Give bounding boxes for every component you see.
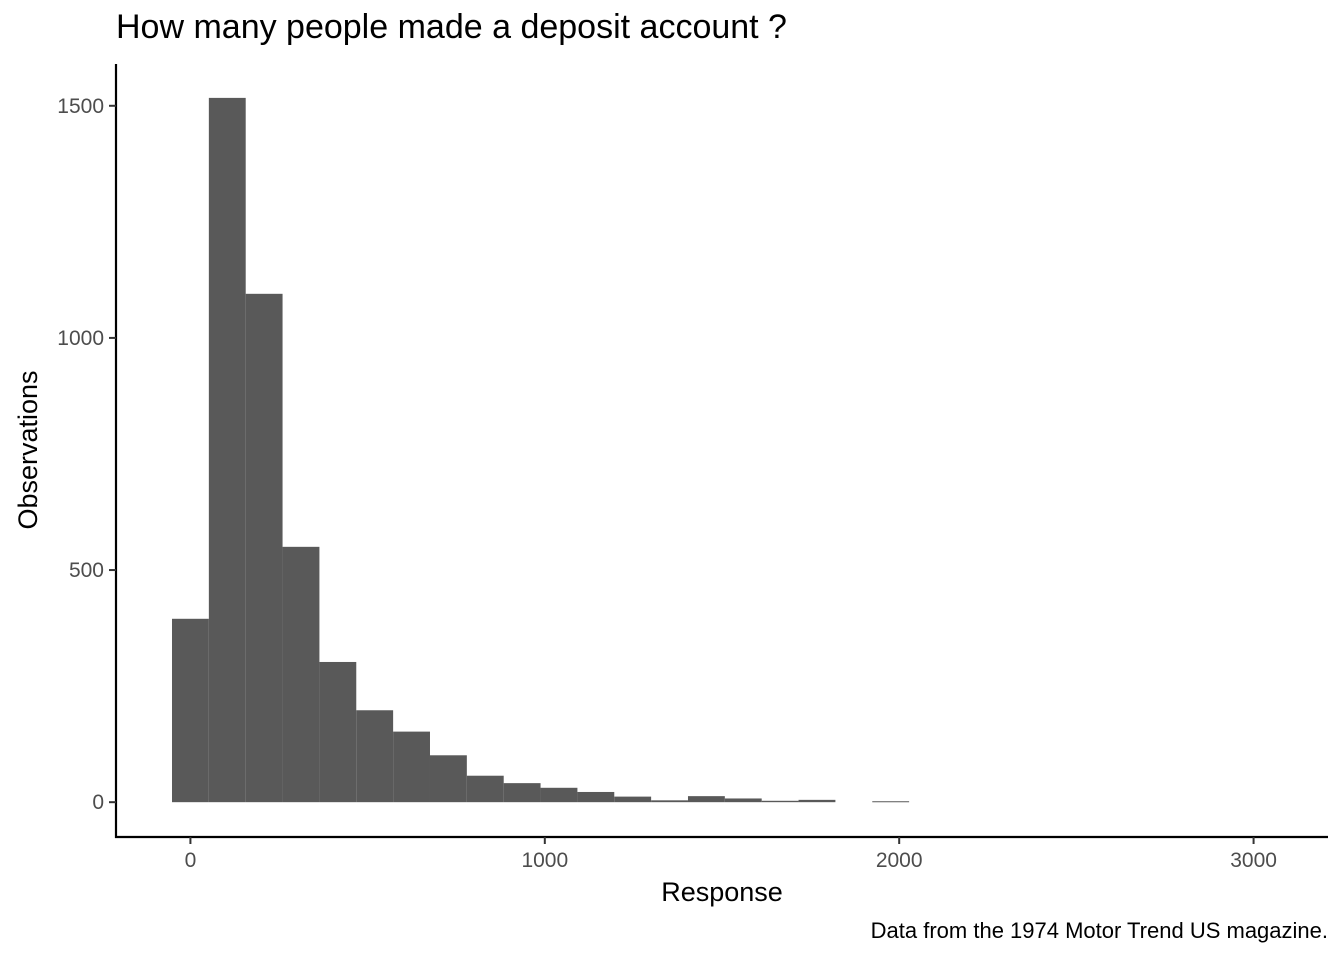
histogram-bar <box>651 800 688 803</box>
histogram-bar <box>171 618 209 803</box>
histogram-bar <box>466 775 504 803</box>
histogram-bar <box>393 731 430 803</box>
histogram-bar <box>761 800 799 803</box>
histogram-bar <box>208 97 246 803</box>
histogram-bar <box>577 791 615 803</box>
x-tick-label: 0 <box>185 849 197 872</box>
y-tick-label: 500 <box>69 559 104 582</box>
tick-labels: 0 1000 2000 3000 0 500 1000 1500 <box>57 95 1277 872</box>
chart-title: How many people made a deposit account ? <box>116 8 787 46</box>
x-tick-label: 1000 <box>521 849 568 872</box>
histogram-bar <box>540 787 578 803</box>
histogram-bar <box>429 755 467 803</box>
axes <box>109 64 1328 844</box>
chart-caption: Data from the 1974 Motor Trend US magazi… <box>870 918 1328 943</box>
x-tick-label: 2000 <box>876 849 923 872</box>
histogram-bar <box>798 799 836 803</box>
histogram-bar <box>319 661 357 803</box>
x-tick-label: 3000 <box>1230 849 1277 872</box>
y-axis-title: Observations <box>13 370 43 529</box>
histogram-bar <box>687 796 725 803</box>
histogram-bars <box>171 97 910 803</box>
histogram-bar <box>503 783 541 803</box>
histogram-bar <box>245 293 283 803</box>
y-tick-label: 1000 <box>57 327 104 350</box>
histogram-bar <box>282 546 320 803</box>
histogram-bar <box>872 801 910 803</box>
x-axis-title: Response <box>661 877 783 907</box>
y-tick-label: 1500 <box>57 95 104 118</box>
histogram-bar <box>614 796 652 803</box>
histogram-bar <box>724 798 762 803</box>
histogram-bar <box>356 710 394 803</box>
y-tick-label: 0 <box>92 791 104 814</box>
